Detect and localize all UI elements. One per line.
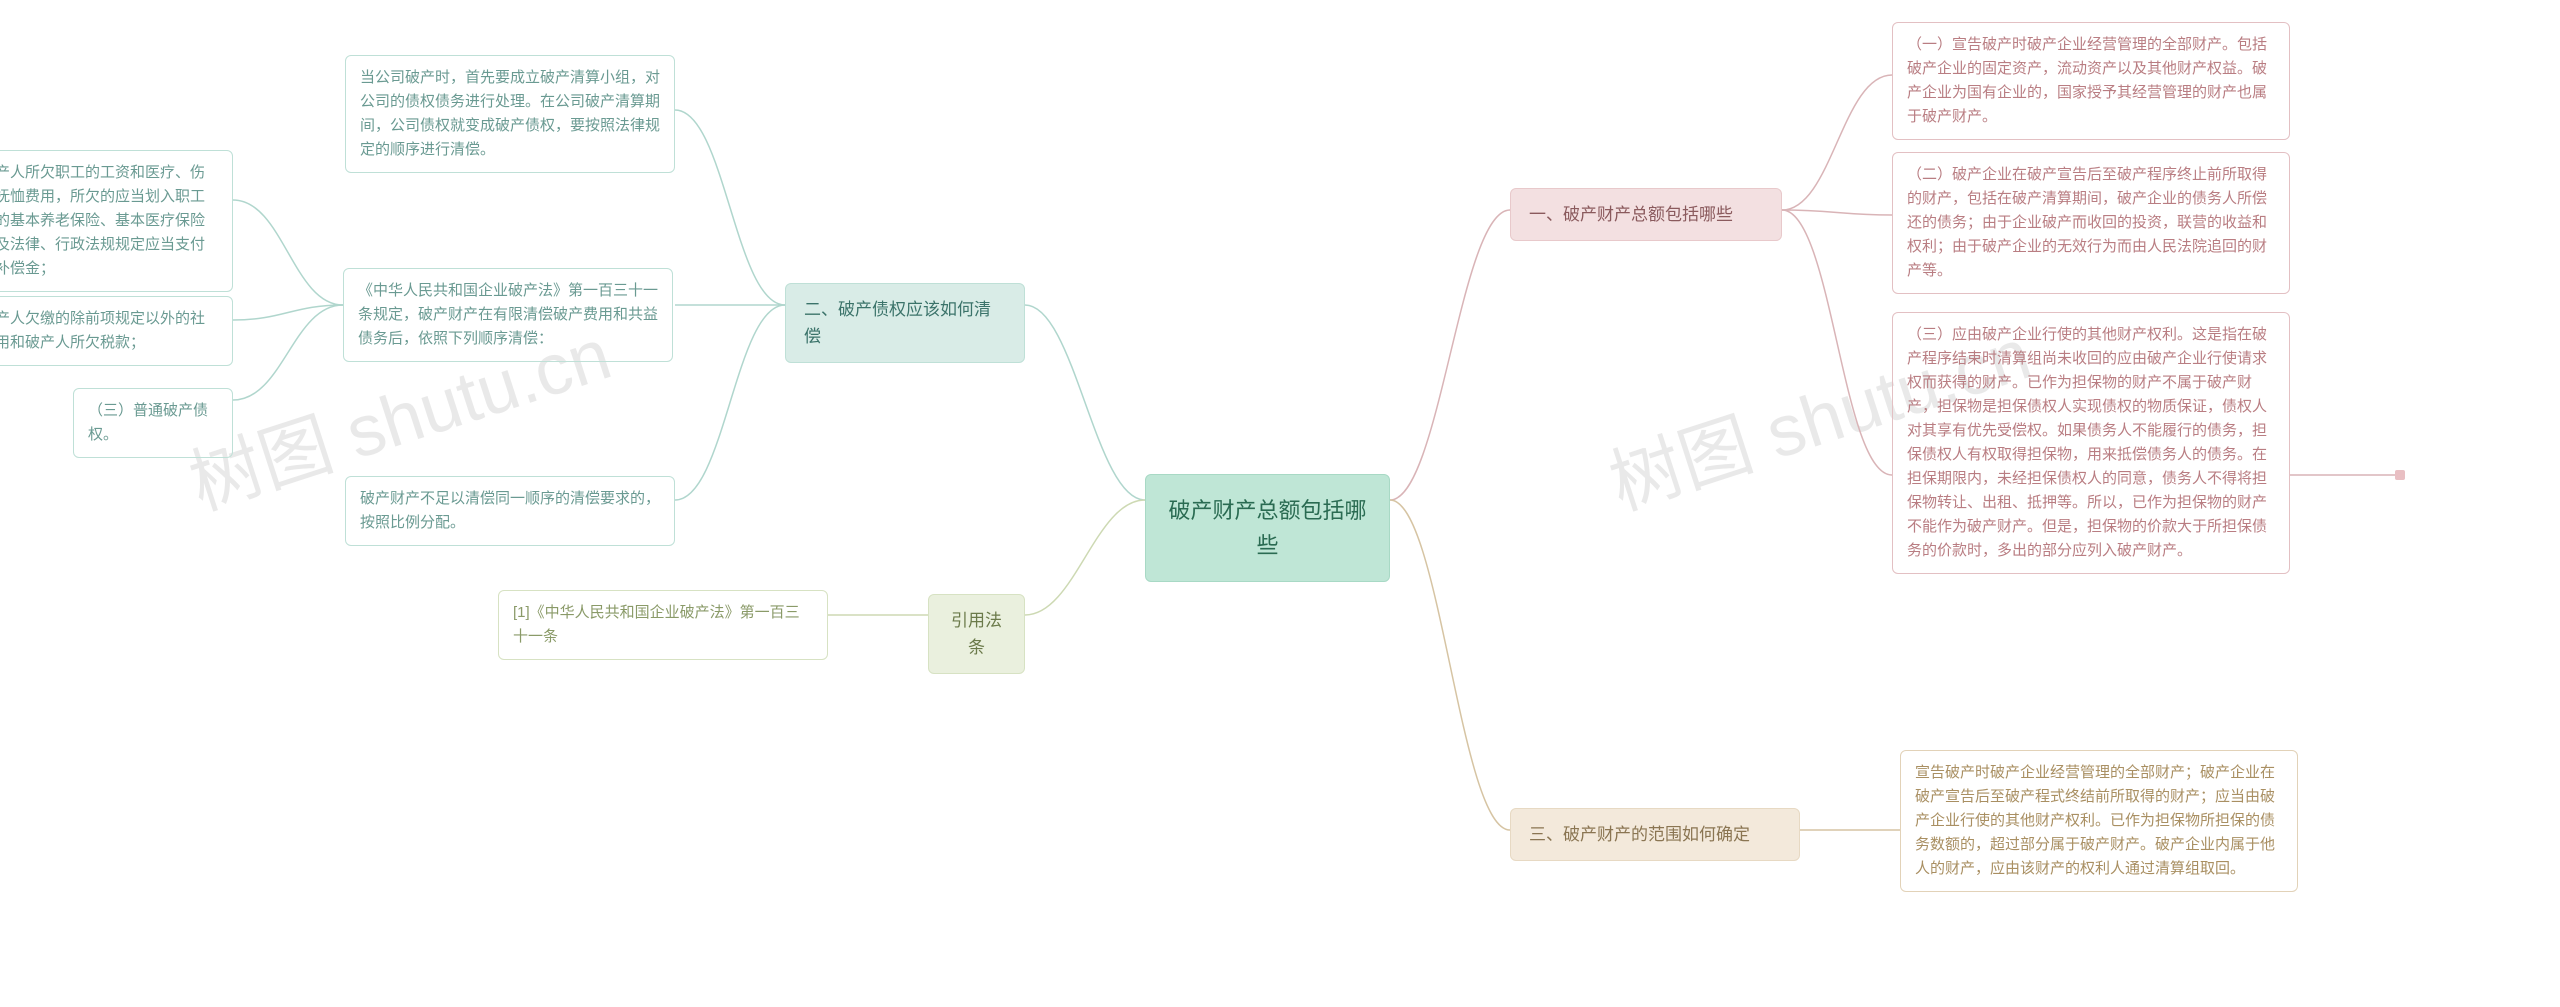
branch-b2[interactable]: 二、破产债权应该如何清偿 <box>785 283 1025 363</box>
root-node[interactable]: 破产财产总额包括哪些 <box>1145 474 1390 582</box>
branch-b3[interactable]: 三、破产财产的范围如何确定 <box>1510 808 1800 861</box>
leaf-b2-0[interactable]: 当公司破产时，首先要成立破产清算小组，对公司的债权债务进行处理。在公司破产清算期… <box>345 55 675 173</box>
terminal-dot <box>2395 470 2405 480</box>
leaf-b3-0[interactable]: 宣告破产时破产企业经营管理的全部财产；破产企业在破产宣告后至破产程式终结前所取得… <box>1900 750 2298 892</box>
subleaf-b2-1-1[interactable]: （二）破产人欠缴的除前项规定以外的社会保险费用和破产人所欠税款； <box>0 296 233 366</box>
leaf-b1-2[interactable]: （三）应由破产企业行使的其他财产权利。这是指在破产程序结束时清算组尚未收回的应由… <box>1892 312 2290 574</box>
leaf-b2-1[interactable]: 《中华人民共和国企业破产法》第一百三十一条规定，破产财产在有限清偿破产费用和共益… <box>343 268 673 362</box>
branch-b1[interactable]: 一、破产财产总额包括哪些 <box>1510 188 1782 241</box>
subleaf-b2-1-2[interactable]: （三）普通破产债权。 <box>73 388 233 458</box>
branch-b4[interactable]: 引用法条 <box>928 594 1025 674</box>
subleaf-b2-1-0[interactable]: （一）破产人所欠职工的工资和医疗、伤残补助、抚恤费用，所欠的应当划入职工个人账户… <box>0 150 233 292</box>
leaf-b2-2[interactable]: 破产财产不足以清偿同一顺序的清偿要求的，按照比例分配。 <box>345 476 675 546</box>
leaf-b1-0[interactable]: （一）宣告破产时破产企业经营管理的全部财产。包括破产企业的固定资产，流动资产以及… <box>1892 22 2290 140</box>
leaf-b1-1[interactable]: （二）破产企业在破产宣告后至破产程序终止前所取得的财产，包括在破产清算期间，破产… <box>1892 152 2290 294</box>
leaf-b4-0[interactable]: [1]《中华人民共和国企业破产法》第一百三十一条 <box>498 590 828 660</box>
